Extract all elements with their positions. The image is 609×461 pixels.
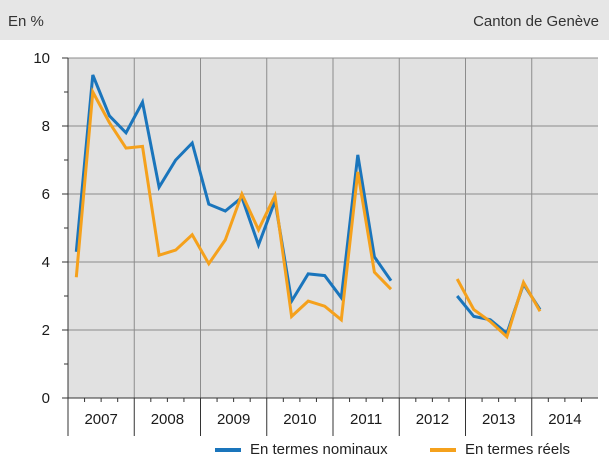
y-tick-label: 10 [33,50,50,67]
x-tick-label: 2011 [350,411,382,428]
x-tick-label: 2008 [151,411,184,428]
legend-swatch-real [430,447,456,452]
x-tick-label: 2014 [548,411,581,428]
legend-item-real: En termes réels [430,441,570,458]
x-tick-label: 2009 [217,411,250,428]
legend-swatch-nominal [215,447,241,452]
x-tick-label: 2010 [283,411,316,428]
series-line-real [455,278,542,340]
legend-item-nominal: En termes nominaux [215,441,388,458]
x-tick-label: 2012 [416,411,449,428]
header-bar: En % Canton de Genève [0,0,609,40]
y-tick-label: 0 [42,390,50,407]
x-tick-label: 2007 [84,411,117,428]
series-line-nominal [74,74,393,306]
series-line-real [74,86,393,323]
legend-label-real: En termes réels [465,441,571,458]
unit-label: En % [8,13,44,30]
y-tick-label: 2 [42,322,50,339]
y-tick-label: 4 [42,254,50,271]
y-tick-label: 6 [42,186,50,203]
y-tick-label: 8 [42,118,50,135]
x-tick-label: 2013 [482,411,515,428]
source-label: Canton de Genève [473,13,599,30]
legend-label-nominal: En termes nominaux [250,441,388,458]
